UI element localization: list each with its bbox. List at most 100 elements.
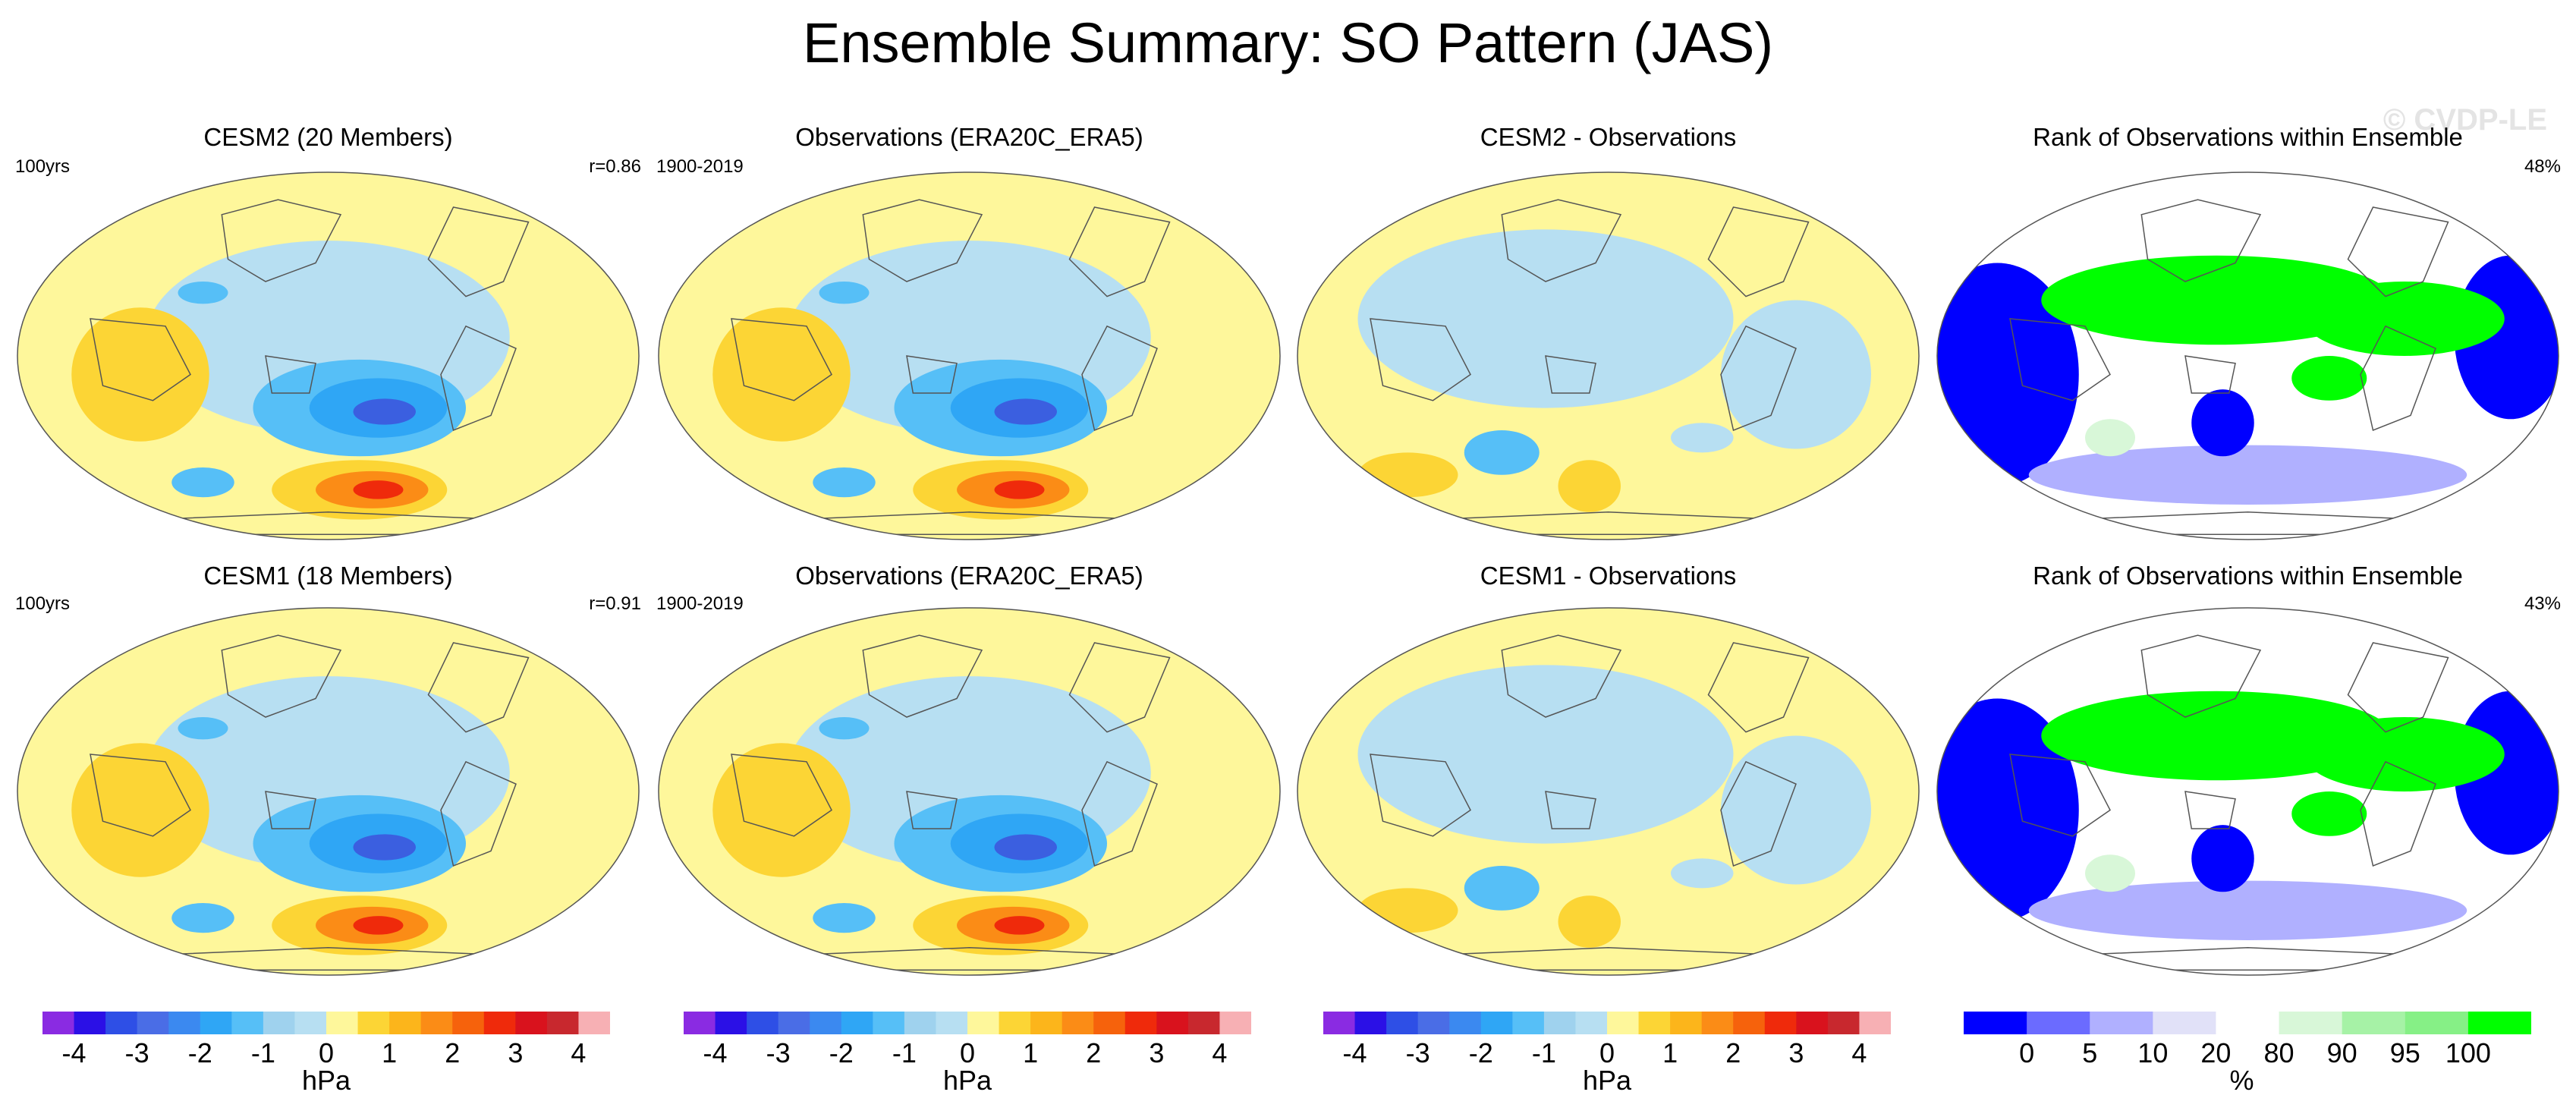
map-outline <box>1936 172 2559 540</box>
negative-anomaly-peak <box>353 834 416 861</box>
colorbar-bin <box>1417 1012 1450 1034</box>
panel-title: Observations (ERA20C_ERA5) <box>795 562 1143 590</box>
coastline <box>1081 325 1158 432</box>
coastline <box>265 791 316 829</box>
panel-period-label: 100yrs <box>15 156 71 177</box>
negative-anomaly-region <box>819 282 870 304</box>
pressure-colorbar <box>42 1012 610 1034</box>
colorbar-bin <box>2279 1012 2343 1034</box>
colorbar-tick-label: 3 <box>508 1037 524 1068</box>
coastline <box>427 206 530 297</box>
colorbar-tick-label: -2 <box>187 1037 212 1068</box>
map-outline <box>1936 607 2559 976</box>
colorbar-bin <box>263 1012 295 1034</box>
panel-title: CESM1 (18 Members) <box>203 562 453 590</box>
coastline <box>731 754 832 837</box>
colorbar-bin <box>1386 1012 1419 1034</box>
colorbar-bin <box>2153 1012 2216 1034</box>
colorbar-tick-label: 90 <box>2326 1037 2357 1068</box>
coastline <box>906 791 958 829</box>
colorbar-bin <box>1670 1012 1703 1034</box>
map-pattern <box>658 172 1281 540</box>
colorbar-tick-label: -3 <box>766 1037 791 1068</box>
panel-rank-percent: 43% <box>2524 593 2561 614</box>
colorbar-bin <box>684 1012 716 1034</box>
negative-anomaly-region <box>819 717 870 740</box>
colorbar-tick-label: 80 <box>2263 1037 2294 1068</box>
coastline <box>862 634 983 718</box>
colorbar-tick-label: -4 <box>1342 1037 1367 1068</box>
colorbar-tick-label: -3 <box>124 1037 149 1068</box>
colorbar-tick-label: -3 <box>1405 1037 1430 1068</box>
colorbar-bin <box>1354 1012 1387 1034</box>
colorbar-bin <box>2216 1012 2280 1034</box>
colorbar-bin <box>1543 1012 1576 1034</box>
negative-anomaly-peak <box>994 398 1057 425</box>
coastline <box>1501 634 1622 718</box>
colorbar-bin <box>1575 1012 1608 1034</box>
colorbar-tick-label: 95 <box>2389 1037 2420 1068</box>
colorbar-bin <box>231 1012 264 1034</box>
positive-anomaly-region <box>1357 888 1458 933</box>
coastline <box>2347 642 2449 733</box>
colorbar-bin <box>389 1012 422 1034</box>
coastline <box>1370 754 1471 837</box>
panel-correlation: r=0.91 <box>589 593 641 614</box>
colorbar-bin <box>967 1012 1000 1034</box>
positive-anomaly-region <box>1558 460 1621 512</box>
colorbar-bin <box>1827 1012 1860 1034</box>
colorbar-tick-label: -2 <box>829 1037 854 1068</box>
colorbar-bin <box>841 1012 873 1034</box>
rank-low-region <box>2028 880 2467 940</box>
colorbar-unit: % <box>2229 1065 2254 1096</box>
colorbar-bin <box>2405 1012 2469 1034</box>
colorbar-bin <box>452 1012 485 1034</box>
panel-title: Rank of Observations within Ensemble <box>2033 123 2463 151</box>
colorbar-bin <box>1449 1012 1482 1034</box>
negative-anomaly-region <box>1464 430 1540 475</box>
colorbar-tick-label: 0 <box>2019 1037 2035 1068</box>
coastline <box>2140 199 2262 282</box>
map-outline <box>658 172 1281 540</box>
coastline <box>862 199 983 282</box>
coastline <box>90 754 191 837</box>
colorbar-bin <box>999 1012 1031 1034</box>
panel-correlation: r=0.86 <box>589 156 641 177</box>
coastline <box>1068 642 1171 733</box>
coastline <box>1081 760 1158 867</box>
colorbar-bin <box>873 1012 905 1034</box>
colorbar-bin <box>1124 1012 1157 1034</box>
colorbar-tick-label: -1 <box>250 1037 275 1068</box>
coastline <box>440 760 517 867</box>
negative-anomaly-region <box>1464 866 1540 911</box>
colorbar-bin <box>1701 1012 1734 1034</box>
colorbar-bin <box>1030 1012 1063 1034</box>
negative-anomaly-region <box>178 717 228 740</box>
colorbar-bin <box>546 1012 579 1034</box>
coastline <box>2009 754 2111 837</box>
positive-anomaly-region <box>712 743 851 877</box>
coastline <box>1068 206 1171 297</box>
colorbar-unit: hPa <box>942 1065 992 1096</box>
coastline <box>1720 325 1797 432</box>
map-pattern <box>658 607 1281 976</box>
negative-anomaly-region <box>171 903 234 933</box>
negative-anomaly-region <box>1671 858 1734 889</box>
colorbar-tick-label: 0 <box>959 1037 976 1068</box>
page-title: Ensemble Summary: SO Pattern (JAS) <box>803 11 1773 74</box>
coastline <box>2140 634 2262 718</box>
coastline <box>221 634 342 718</box>
colorbar-bin <box>326 1012 359 1034</box>
map-outline <box>17 607 640 976</box>
coastline <box>2184 791 2236 829</box>
colorbar-tick-label: 2 <box>1725 1037 1741 1068</box>
colorbar-bin <box>2027 1012 2090 1034</box>
map-outline <box>17 172 640 540</box>
coastline <box>1545 791 1596 829</box>
colorbar-bin <box>1156 1012 1189 1034</box>
negative-anomaly-peak <box>353 398 416 425</box>
map-pattern <box>17 607 640 976</box>
positive-anomaly-region <box>71 743 209 877</box>
map-difference <box>1297 172 1920 540</box>
positive-anomaly-region <box>71 307 209 442</box>
